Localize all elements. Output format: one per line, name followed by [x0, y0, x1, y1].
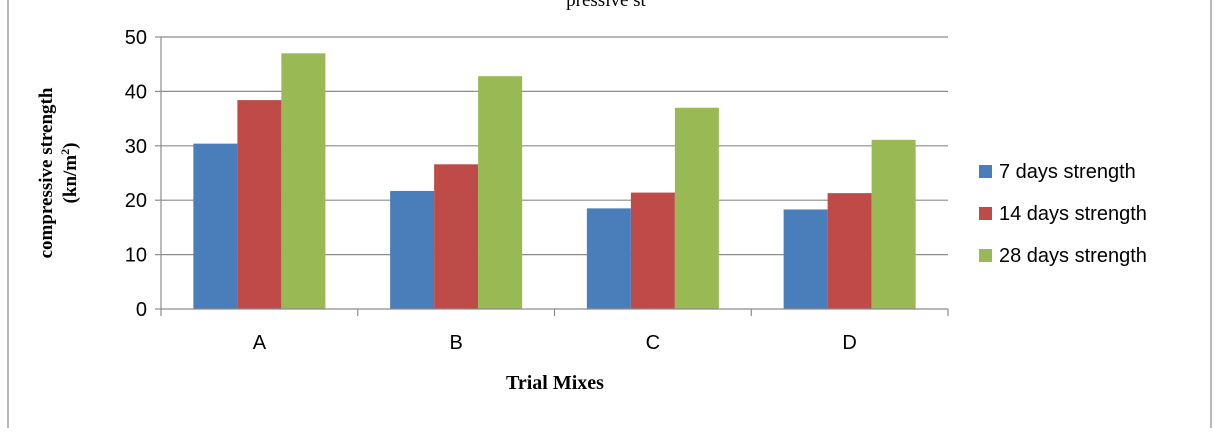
x-tick-label-D: D: [842, 332, 856, 354]
bar-A-series-3: [281, 53, 326, 309]
y-axis-label-sup: 2: [58, 149, 72, 155]
legend: 7 days strength 14 days strength 28 days s…: [979, 161, 1147, 267]
bar-C-series-1: [586, 208, 631, 309]
y-axis-label-line1: compressive strength: [36, 87, 57, 258]
bar-B-series-3: [478, 76, 523, 309]
legend-swatch-1: [979, 165, 992, 178]
bar-A-series-2: [237, 100, 282, 309]
y-tick-label-0: 0: [136, 299, 147, 321]
y-tick-label-40: 40: [125, 81, 147, 103]
legend-label-3: 28 days strength: [999, 245, 1147, 267]
legend-label-2: 14 days strength: [999, 203, 1147, 225]
bar-C-series-3: [674, 107, 719, 309]
legend-swatch-3: [979, 249, 992, 262]
y-tick-label-10: 10: [125, 245, 147, 267]
x-tick-label-C: C: [646, 332, 660, 354]
y-tick-label-20: 20: [125, 190, 147, 212]
bar-D-series-1: [783, 209, 828, 309]
bar-B-series-2: [434, 164, 479, 309]
y-tick-label-30: 30: [125, 136, 147, 158]
legend-label-1: 7 days strength: [999, 161, 1136, 183]
bar-C-series-2: [630, 192, 675, 309]
x-tick-label-A: A: [253, 332, 267, 354]
x-tick-label-B: B: [449, 332, 462, 354]
y-tick-labels: 0 10 20 30 40 50: [125, 27, 147, 321]
y-axis-label-close: ): [60, 143, 81, 149]
y-axis-label-line2: (kn/m2): [58, 143, 81, 204]
y-axis-label-unit: (kn/m: [60, 155, 81, 204]
bars-group: [193, 53, 916, 309]
legend-swatch-2: [979, 207, 992, 220]
bar-A-series-1: [193, 143, 238, 309]
axes: [155, 36, 949, 316]
y-tick-label-50: 50: [125, 27, 147, 49]
bar-B-series-1: [390, 190, 435, 309]
x-axis-label: Trial Mixes: [506, 372, 604, 394]
bar-D-series-2: [827, 193, 872, 309]
x-tick-labels: A B C D: [253, 332, 857, 354]
bar-D-series-3: [871, 139, 916, 309]
chart-title-fragment: pressive st: [566, 0, 646, 11]
